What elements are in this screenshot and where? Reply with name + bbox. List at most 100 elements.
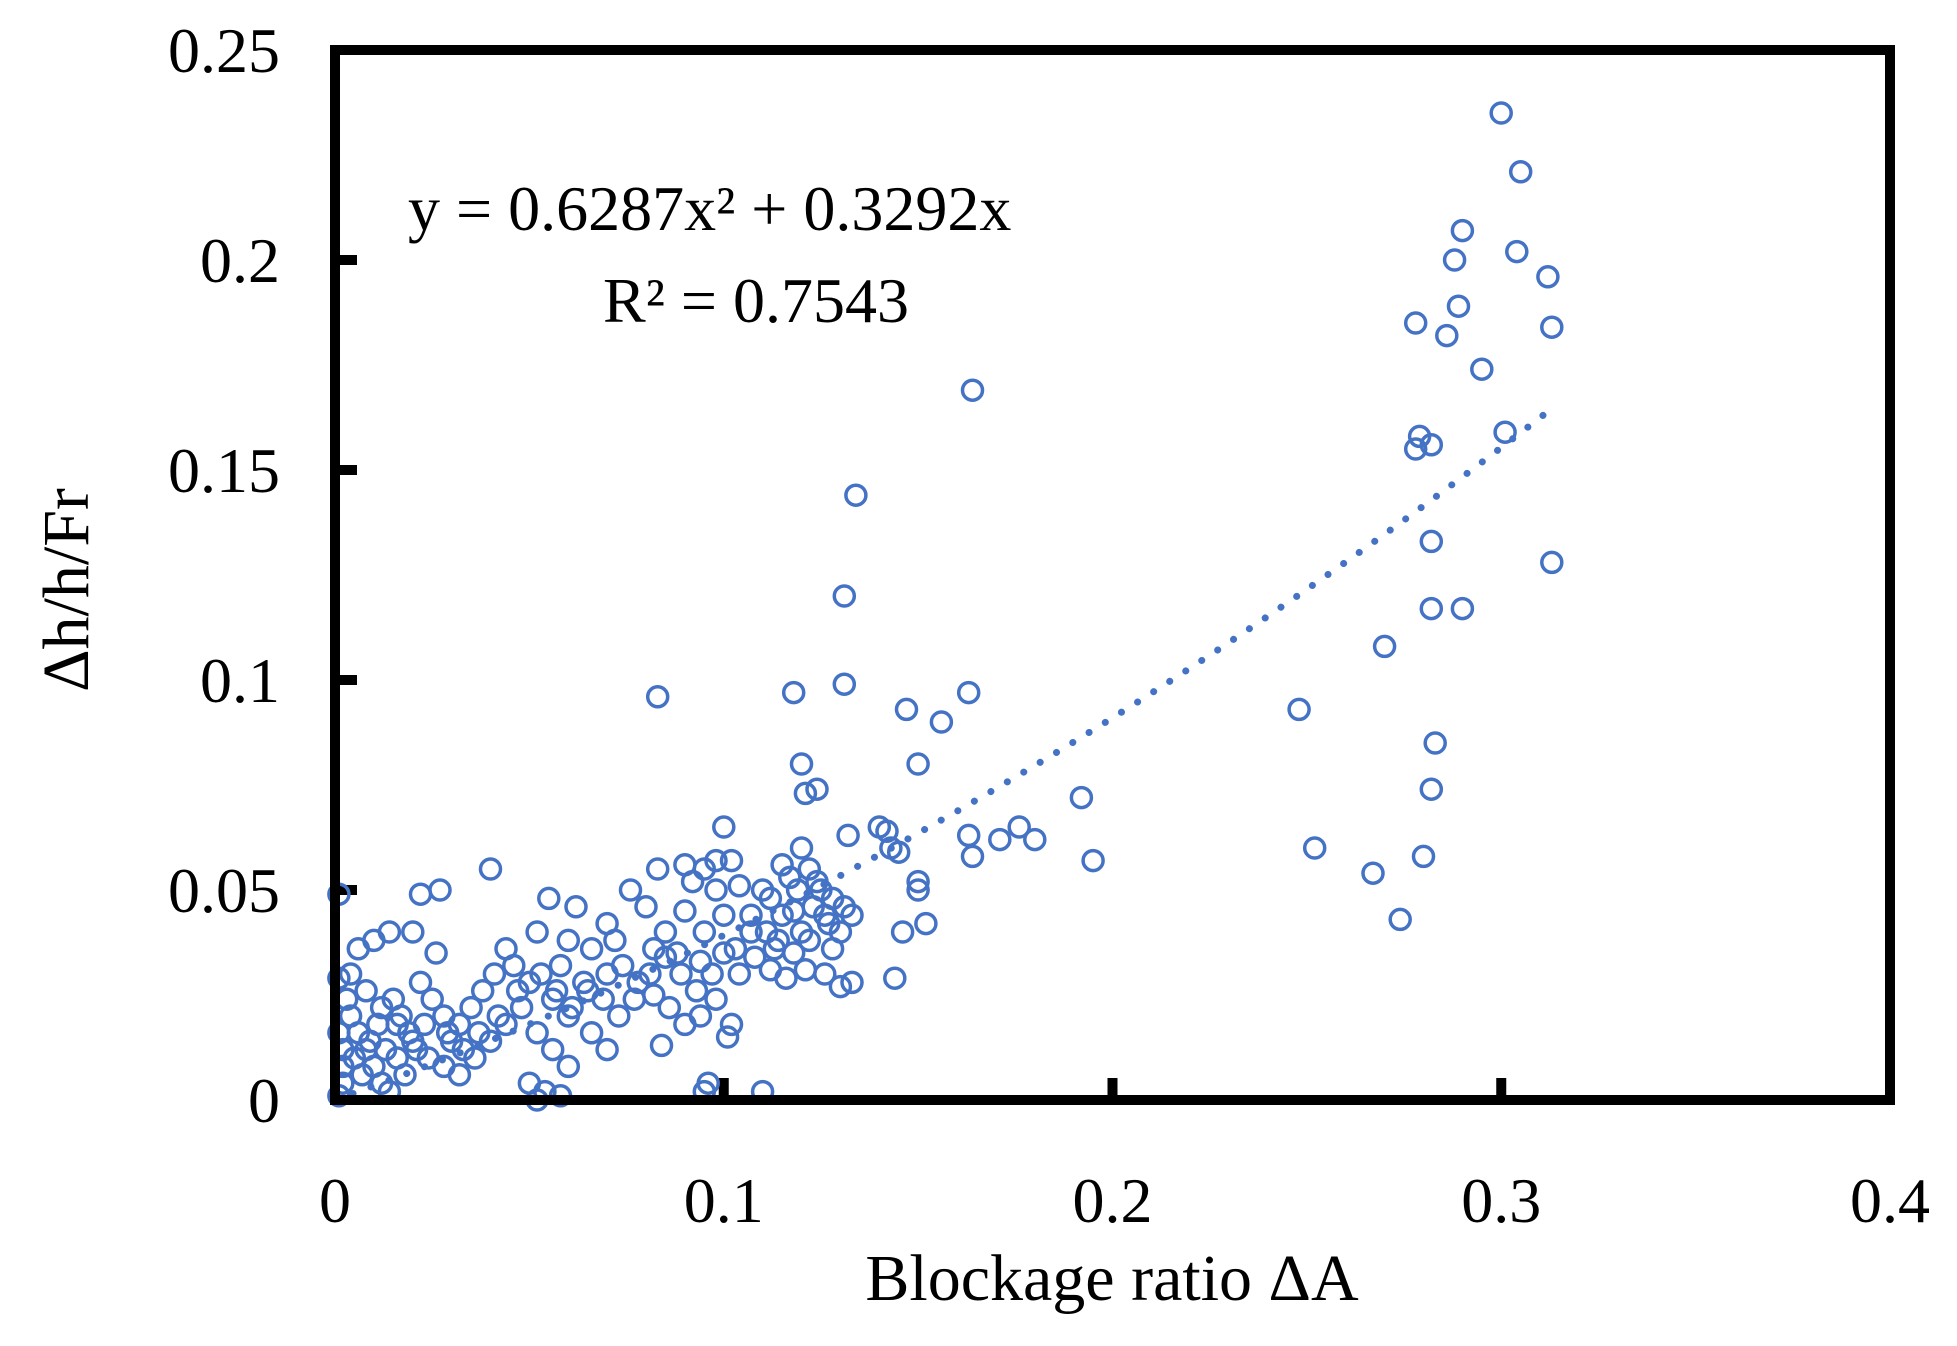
data-point	[1536, 265, 1560, 289]
data-point	[653, 920, 678, 944]
data-point	[778, 865, 802, 890]
data-point	[1302, 836, 1327, 860]
data-point	[1081, 848, 1105, 873]
data-point	[556, 928, 581, 953]
data-point	[906, 869, 930, 894]
trendline	[331, 405, 1556, 1104]
y-tick-label: 0	[248, 1065, 280, 1136]
data-point	[420, 987, 444, 1011]
data-point	[1505, 239, 1529, 264]
data-point	[956, 823, 981, 848]
data-point	[828, 974, 853, 999]
data-point	[688, 1004, 713, 1028]
x-tick-label: 0	[319, 1165, 351, 1236]
data-point	[781, 899, 806, 923]
data-point	[797, 857, 822, 881]
data-point	[556, 1054, 581, 1079]
data-point	[373, 1037, 398, 1062]
data-point	[785, 878, 810, 902]
y-axis-title: Δh/h/Fr	[30, 488, 103, 692]
data-point	[781, 680, 806, 705]
data-point	[762, 937, 787, 961]
data-point	[894, 697, 919, 722]
y-tick-label: 0.05	[168, 855, 280, 926]
data-point	[1470, 357, 1494, 381]
data-point	[719, 848, 744, 873]
data-point	[770, 853, 794, 877]
data-point	[684, 979, 709, 1003]
data-point	[1423, 731, 1447, 755]
data-point	[956, 680, 981, 705]
x-axis-title-text: Blockage ratio ΔA	[865, 1242, 1359, 1315]
data-point	[793, 781, 818, 806]
data-point	[1540, 315, 1564, 339]
data-point	[467, 1021, 491, 1045]
data-point	[820, 937, 845, 961]
data-point	[906, 878, 930, 902]
data-point	[669, 962, 693, 986]
data-point	[801, 895, 825, 919]
data-point	[393, 1063, 417, 1087]
data-point	[548, 953, 573, 978]
data-point	[1419, 529, 1444, 554]
data-point	[1372, 634, 1397, 659]
data-point	[657, 995, 682, 1020]
data-point	[494, 937, 518, 961]
data-point	[1508, 160, 1533, 184]
data-point	[1435, 323, 1459, 348]
data-point	[719, 1012, 744, 1037]
data-point	[540, 1037, 565, 1062]
data-point	[408, 882, 433, 906]
y-tick-label: 0.1	[200, 645, 280, 716]
data-point	[704, 848, 728, 873]
data-point	[1287, 697, 1311, 722]
data-point	[832, 584, 857, 608]
data-point	[758, 886, 783, 911]
trendline-group	[331, 405, 1556, 1104]
data-point	[638, 962, 662, 986]
data-point	[1023, 827, 1047, 852]
data-point	[366, 1012, 390, 1037]
data-point	[537, 886, 561, 911]
data-point	[486, 1004, 511, 1028]
data-point	[715, 1025, 740, 1049]
data-point	[704, 878, 728, 902]
data-point	[844, 483, 868, 507]
data-point	[579, 937, 604, 961]
data-point	[401, 920, 425, 944]
data-point	[673, 899, 697, 923]
x-tick-label: 0.1	[684, 1165, 764, 1236]
data-point	[797, 928, 822, 953]
data-point	[346, 937, 371, 961]
y-tick-label: 0.2	[200, 225, 280, 296]
data-point	[836, 823, 860, 848]
data-point	[727, 874, 752, 898]
data-point	[579, 1021, 604, 1045]
data-point	[960, 844, 985, 869]
data-point	[727, 962, 752, 986]
data-point	[914, 911, 938, 936]
data-point	[622, 987, 647, 1011]
data-point	[1450, 596, 1475, 621]
data-point	[960, 378, 985, 402]
x-tick-label: 0.4	[1850, 1165, 1930, 1236]
data-point	[482, 962, 507, 986]
x-tick-label: 0.2	[1073, 1165, 1153, 1236]
data-point	[712, 815, 736, 839]
data-point	[712, 903, 736, 927]
data-point	[886, 840, 911, 864]
data-point	[704, 987, 728, 1011]
data-point	[1493, 420, 1517, 444]
data-point	[529, 962, 553, 986]
data-point	[712, 941, 736, 965]
data-point	[645, 685, 670, 709]
data-point	[470, 979, 495, 1003]
data-point	[478, 857, 503, 881]
y-tick-label: 0.25	[168, 15, 280, 86]
data-point	[525, 1021, 549, 1045]
data-point	[645, 857, 670, 881]
data-points	[327, 101, 1564, 1112]
data-point	[525, 920, 549, 944]
data-point	[544, 979, 569, 1003]
data-point	[1007, 815, 1031, 839]
